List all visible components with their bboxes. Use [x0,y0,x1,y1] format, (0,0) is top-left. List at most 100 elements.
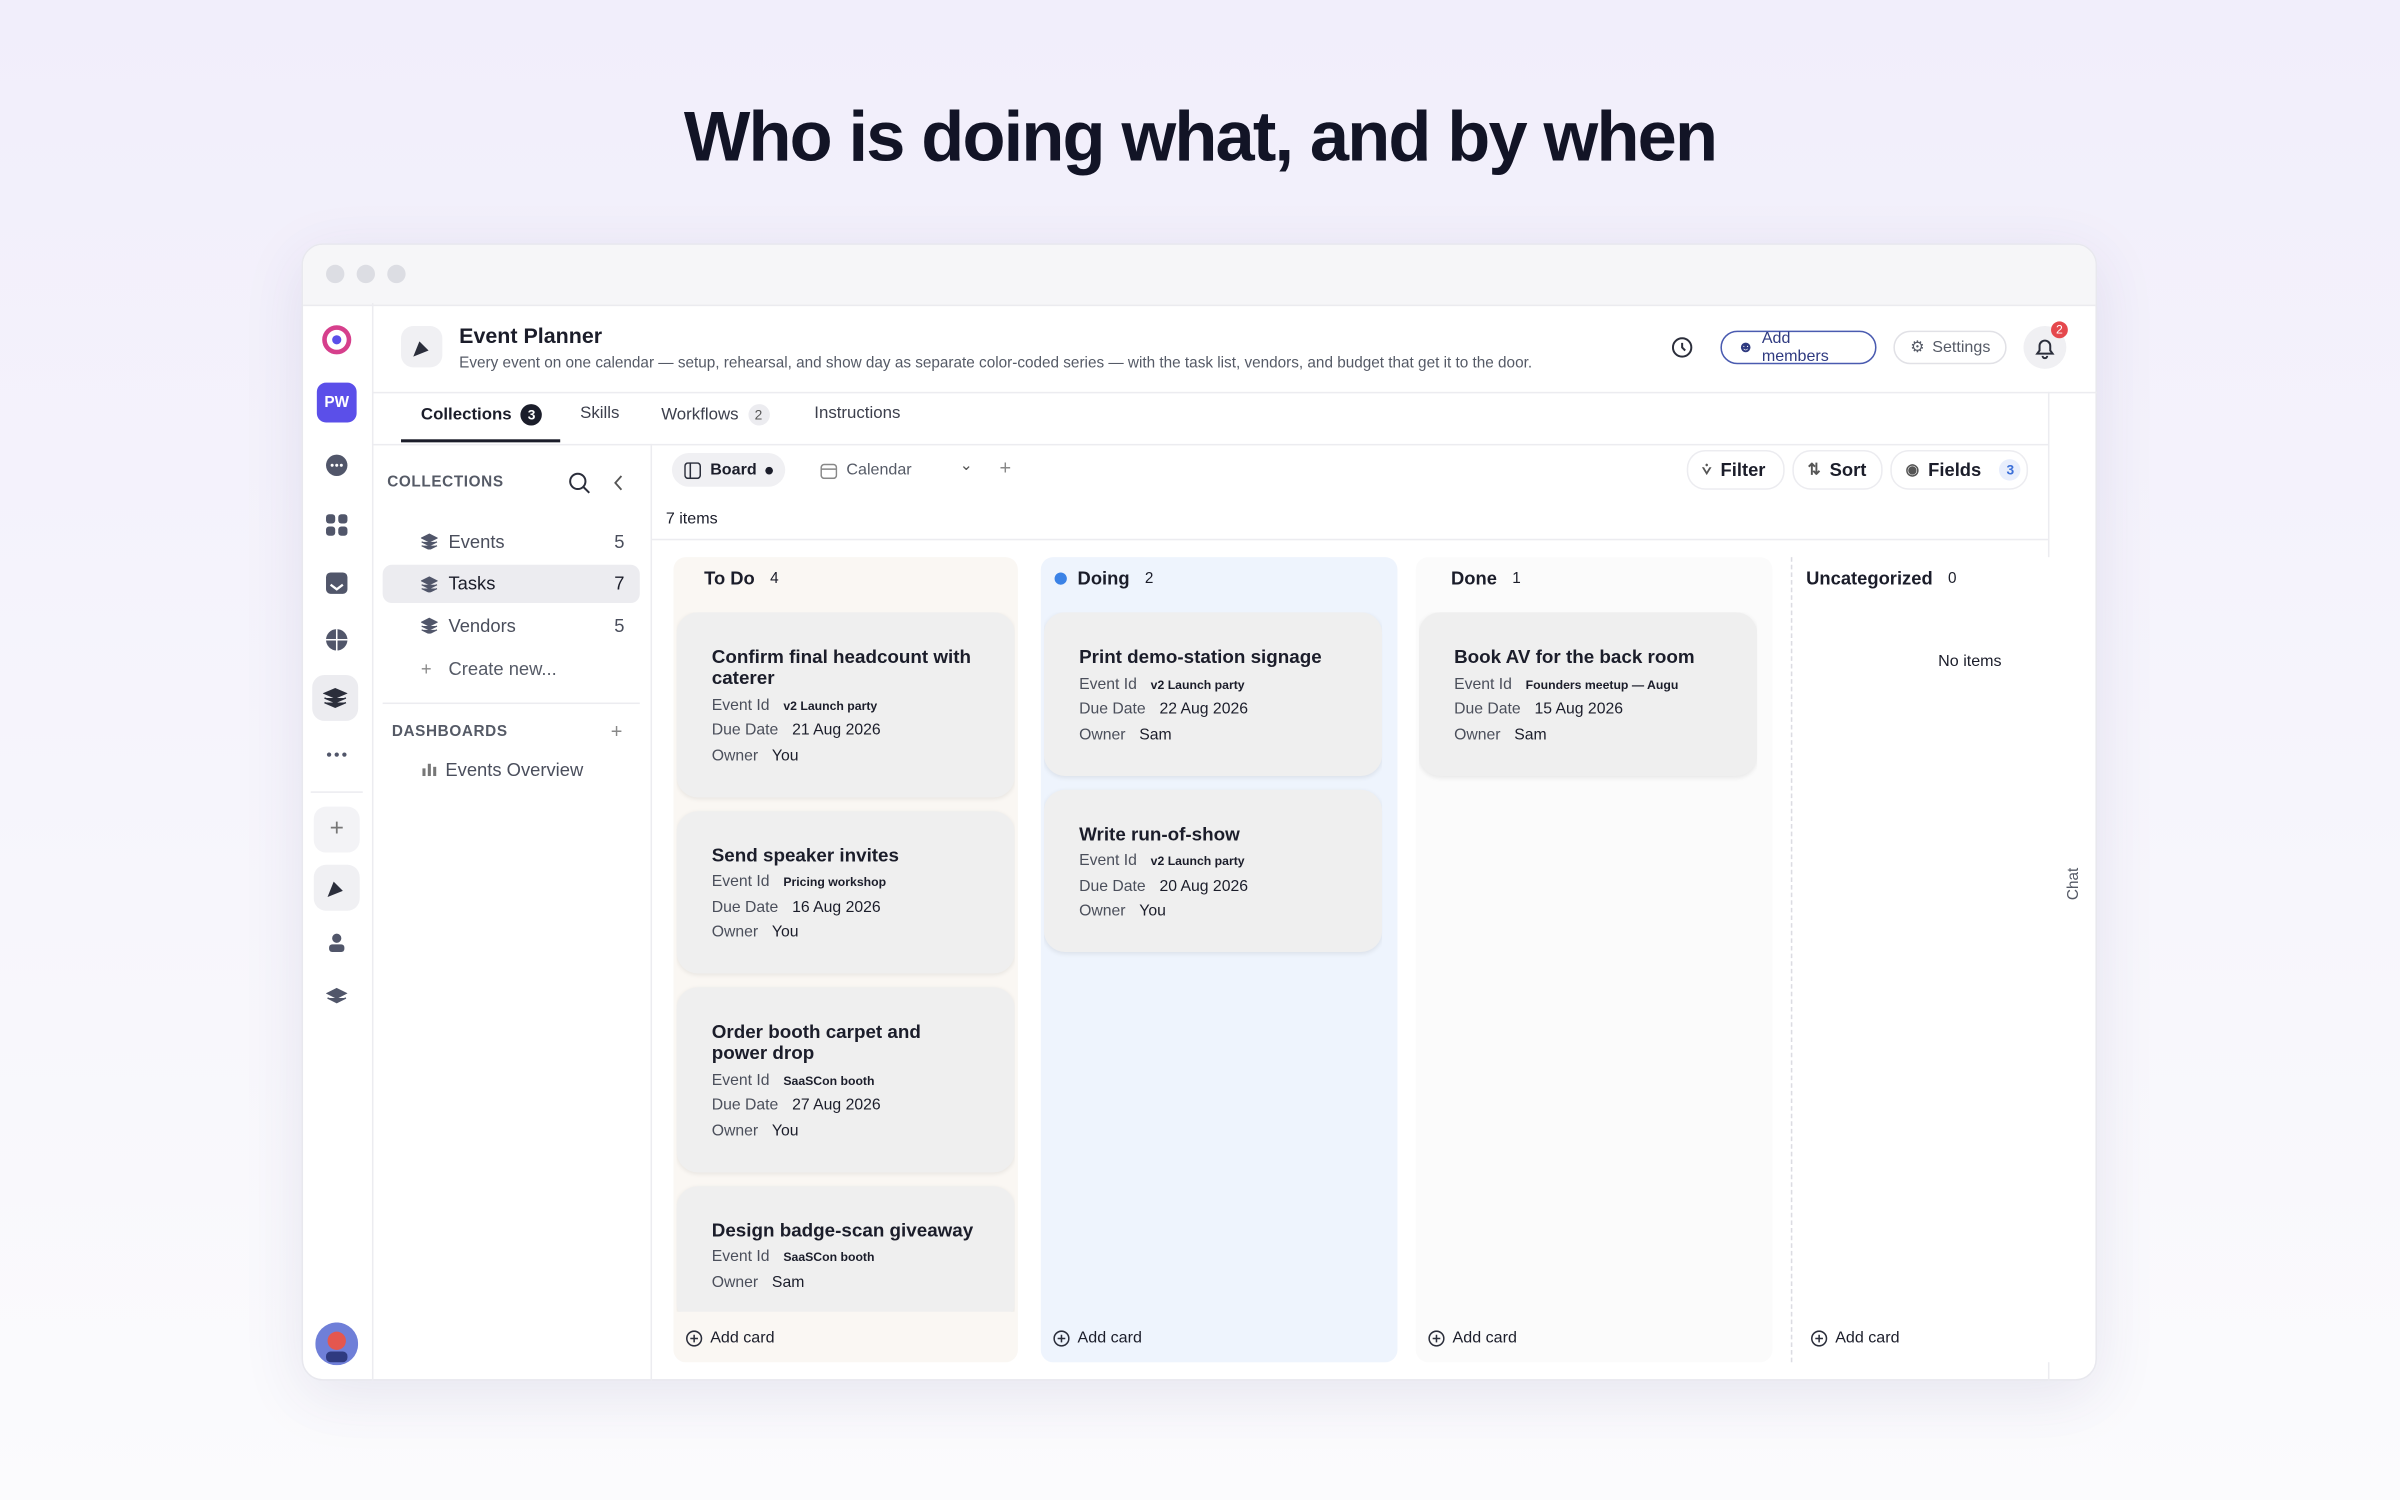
field-label: Owner [711,1274,759,1292]
calendar-label: Calendar [846,460,912,480]
calendar-icon [820,463,838,479]
user-avatar[interactable] [315,1322,359,1366]
add-card-button[interactable]: Add card [1428,1329,1517,1347]
add-view[interactable]: + [999,456,1012,480]
board-view-button[interactable]: Board [671,453,786,487]
card[interactable]: Write run-of-show Event Id v2 Launch party… [1043,789,1383,953]
card[interactable]: Design badge-scan giveaway Event Id SaaSCo… [676,1185,1015,1312]
people-icon[interactable] [326,932,347,953]
fields-button[interactable]: ◉ Fields 3 [1891,451,2027,489]
globe-icon[interactable] [324,628,348,652]
collapse-icon[interactable] [611,474,626,491]
field-label: Owner [1454,726,1501,744]
settings-button[interactable]: ⚙ Settings [1893,330,2007,365]
headline: Who is doing what, and by when [683,96,1718,177]
field-value: v2 Launch party [1150,854,1245,869]
tab[interactable]: Collections 3 [421,404,543,426]
chat-tab[interactable]: Chat [2065,867,2083,901]
column-name: Done [1451,567,1497,590]
field-label: Event Id [1079,676,1137,693]
field-value: 16 Aug 2026 [792,899,881,917]
dashboard-name: Events Overview [445,758,584,780]
card[interactable]: Confirm final headcount with caterer Even… [676,612,1015,797]
field-value: 20 Aug 2026 [1159,878,1248,896]
tab[interactable]: Skills [580,404,619,422]
field-label: Owner [1079,726,1126,744]
field-value: You [1139,903,1166,921]
sort-button[interactable]: ⇅ Sort [1793,451,1882,489]
chat-icon[interactable] [324,453,348,477]
user-icon: ☻ [1737,338,1755,357]
add-dashboard[interactable]: + [610,719,623,743]
filter-button[interactable]: ⩒ Filter [1688,451,1784,489]
sort-icon: ⇅ [1807,461,1821,479]
field-label: Owner [711,748,759,765]
card-field: Event Id v2 Launch party [1079,849,1348,874]
inbox-icon[interactable] [324,571,348,595]
add-card-button[interactable]: Add card [686,1329,775,1347]
card-field: Event Id v2 Launch party [1079,672,1348,697]
card-field: Event Id SaaSCon booth [712,1068,981,1093]
tab-label: Instructions [814,404,901,423]
tab[interactable]: Workflows 2 [661,404,770,426]
column-name: Uncategorized [1806,567,1933,590]
card-field: Due Date 15 Aug 2026 [1454,697,1723,722]
collection-item[interactable]: Events 5 [383,522,640,560]
event-planner-app[interactable] [313,864,360,911]
collection-name: Events [448,530,505,552]
calendar-view-button[interactable]: Calendar [808,453,924,487]
card-field: Due Date 20 Aug 2026 [1079,874,1348,899]
card-title: Print demo-station signage [1079,645,1322,668]
field-label: Event Id [711,1072,770,1090]
create-new[interactable]: + Create new... [383,649,640,687]
card-field: Due Date 27 Aug 2026 [712,1094,981,1119]
plus-circle-icon [1811,1329,1828,1346]
card[interactable]: Send speaker invites Event Id Pricing work… [676,810,1015,974]
sidebar-border [650,443,653,1381]
field-value: Sam [1139,726,1172,744]
card-title: Order booth carpet and power drop [711,1020,921,1064]
card[interactable]: Order booth carpet and power drop Event I… [676,987,1015,1172]
collection-item[interactable]: Tasks 7 [382,564,640,603]
active-tab-underline [401,439,561,443]
tab[interactable]: Instructions [814,404,900,422]
column-header: To Do 4 [704,568,778,589]
add-members-label: Add members [1761,329,1829,366]
column-name: To Do [704,567,755,590]
layers-icon[interactable] [326,987,348,1008]
collection-item[interactable]: Vendors 5 [383,606,640,644]
apps-icon[interactable] [324,513,348,537]
card-field: Owner Sam [1079,722,1348,747]
add-app-button[interactable]: + [313,806,360,853]
card-title: Send speaker invites [711,844,900,866]
card-field: Owner You [712,1119,981,1144]
tab-label: Skills [580,404,620,423]
add-card-button[interactable]: Add card [1811,1329,1900,1347]
title-bar [303,244,2096,307]
dashboard-item[interactable]: Events Overview [383,750,640,788]
views-dropdown[interactable]: ⌄ [959,457,973,475]
column-name: Doing [1077,567,1130,590]
history-icon[interactable] [1670,335,1694,359]
tab-count: 3 [520,404,543,426]
item-count: 7 items [665,509,718,529]
card-field: Event Id Founders meetup — Augu [1454,672,1723,697]
card-field: Owner You [1079,899,1348,924]
card-field: Owner You [712,744,981,769]
add-members-button[interactable]: ☻ Add members [1720,329,1877,366]
field-value: You [771,1123,799,1140]
card-title: Book AV for the back room [1454,645,1695,668]
card[interactable]: Book AV for the back room Event Id Founder… [1418,612,1758,776]
add-card-button[interactable]: Add card [1053,1329,1142,1347]
more-icon[interactable] [324,742,348,766]
field-label: Due Date [711,899,779,917]
collections-nav[interactable] [312,675,359,721]
plus-icon: + [420,657,432,679]
workspace-avatar[interactable]: PW [316,382,357,423]
search-icon[interactable] [568,471,591,494]
tabs-border [371,443,2048,446]
fields-label: Fields [1928,459,1982,481]
card[interactable]: Print demo-station signage Event Id v2 Lau… [1043,612,1383,776]
app-logo[interactable] [321,324,352,355]
